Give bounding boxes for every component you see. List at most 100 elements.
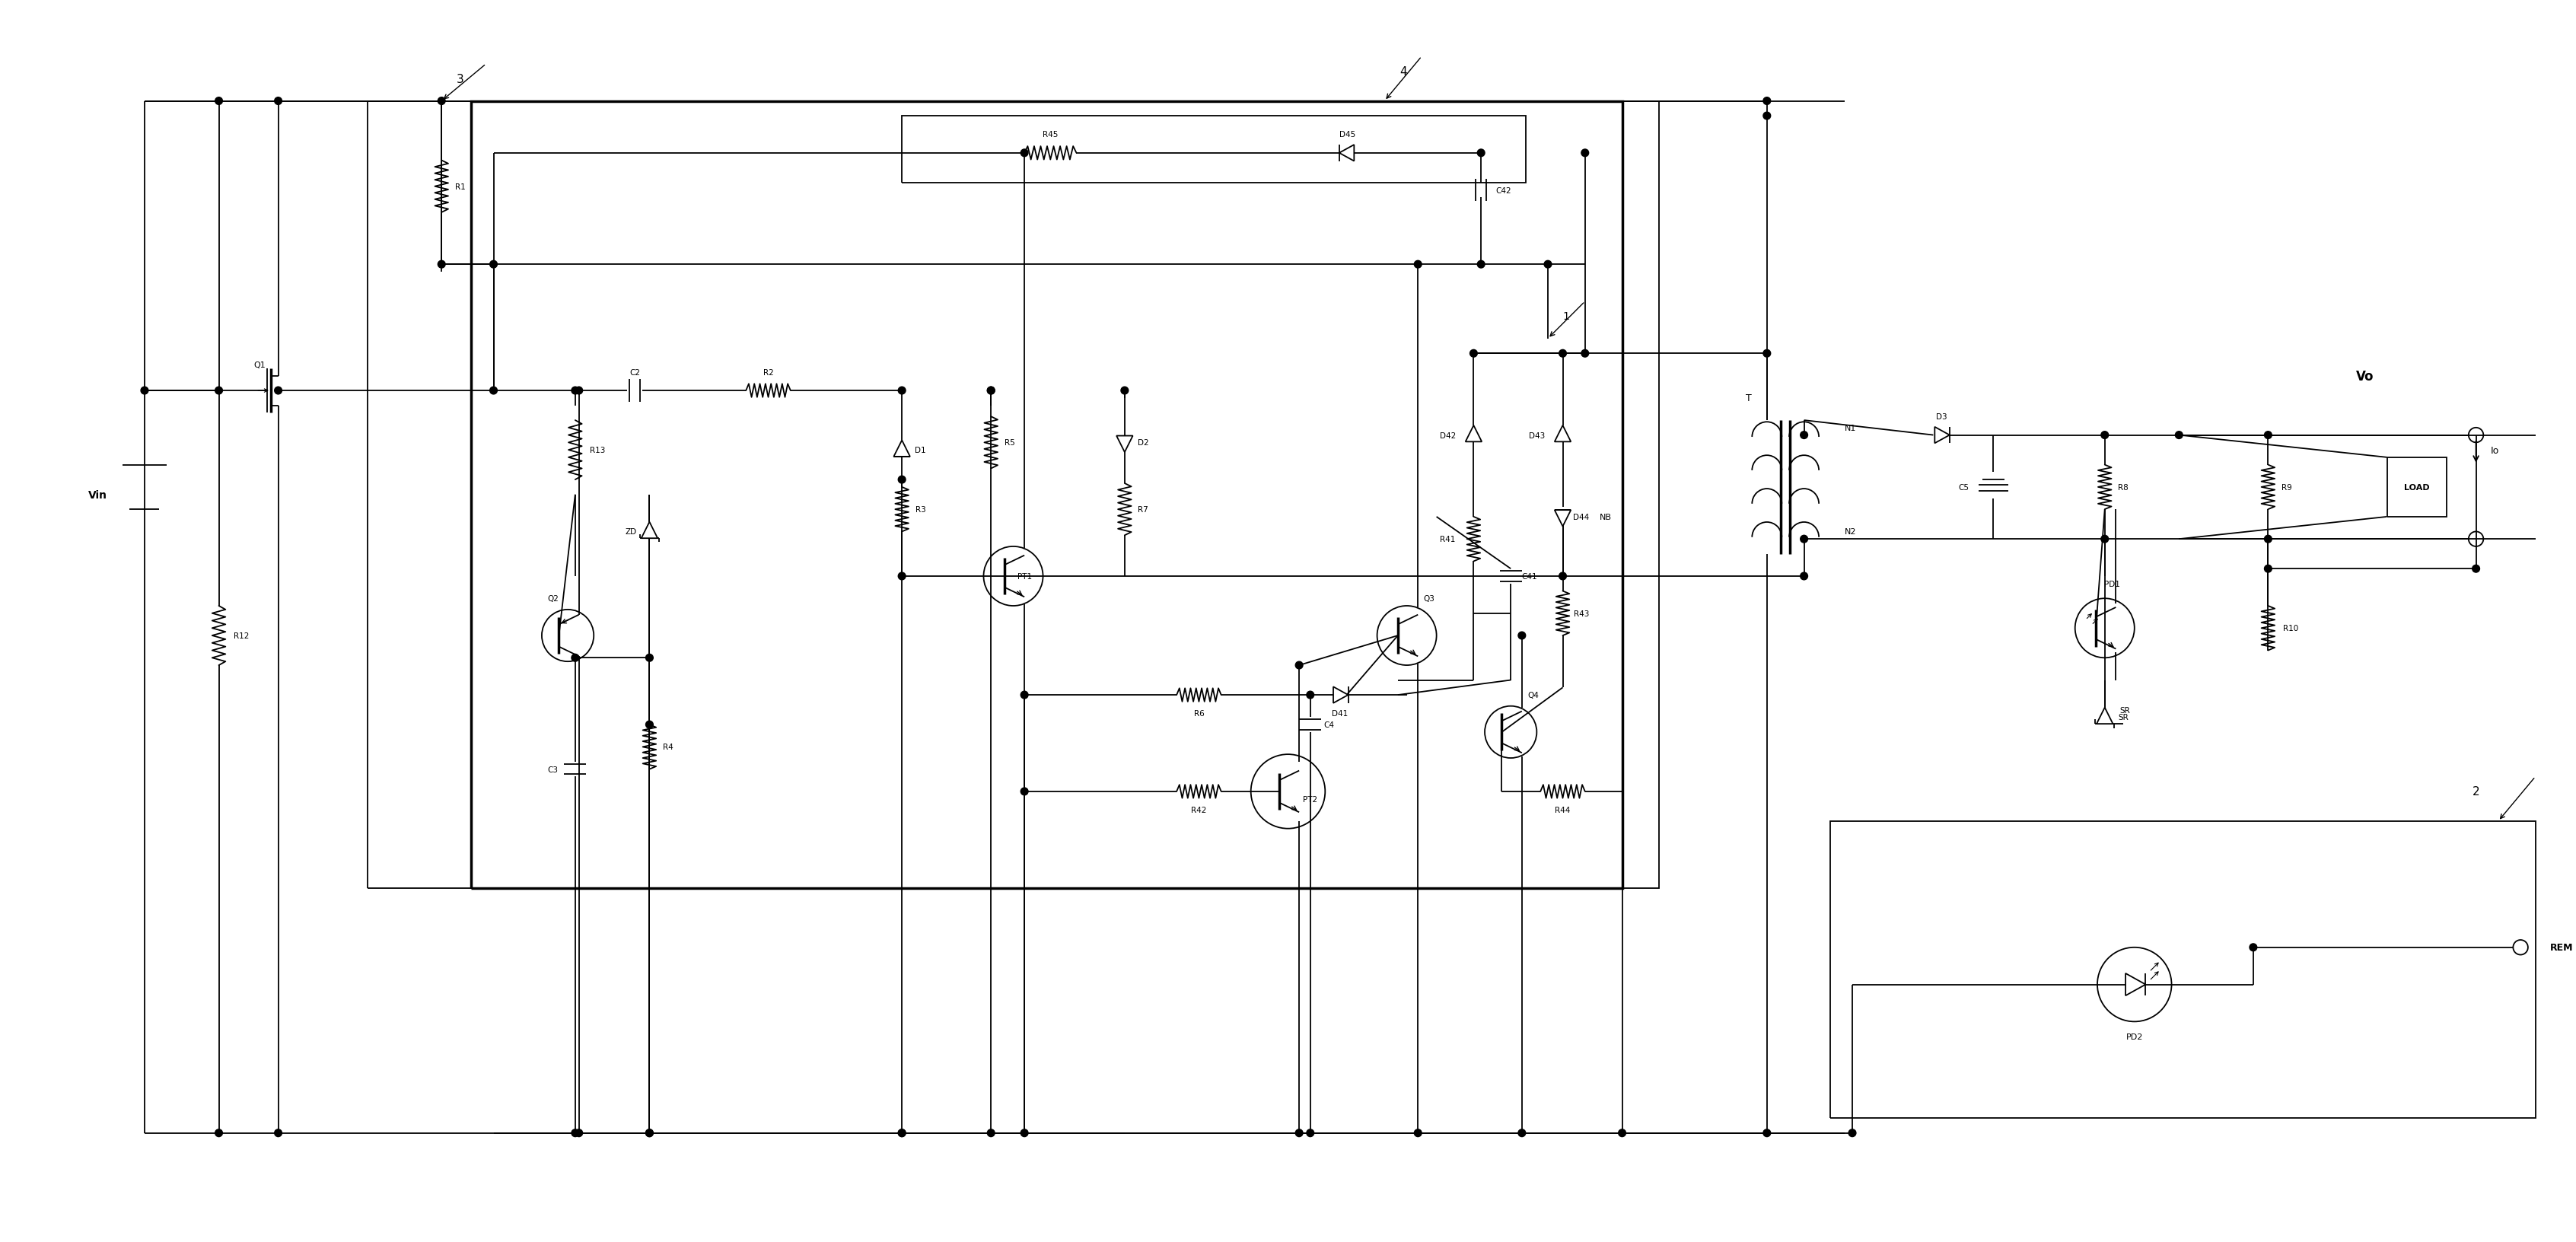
Polygon shape [894, 441, 909, 457]
Text: R41: R41 [1440, 535, 1455, 543]
Text: R12: R12 [234, 632, 250, 640]
Polygon shape [1340, 145, 1355, 161]
Circle shape [2102, 535, 2107, 543]
Circle shape [2249, 944, 2257, 951]
Circle shape [1414, 261, 1422, 268]
Circle shape [647, 722, 654, 729]
Circle shape [899, 388, 907, 395]
Text: R45: R45 [1043, 132, 1059, 139]
Circle shape [1558, 573, 1566, 580]
Text: Q1: Q1 [252, 361, 265, 369]
Circle shape [438, 98, 446, 106]
Circle shape [2102, 432, 2107, 440]
Circle shape [987, 1129, 994, 1136]
Circle shape [142, 388, 149, 395]
Circle shape [216, 388, 222, 395]
Text: Q4: Q4 [1528, 692, 1538, 699]
Circle shape [572, 1129, 580, 1136]
Polygon shape [1935, 427, 1950, 443]
Text: LOAD: LOAD [2403, 483, 2429, 492]
Polygon shape [641, 523, 657, 539]
Circle shape [2264, 432, 2272, 440]
Text: R6: R6 [1193, 710, 1203, 718]
Circle shape [899, 476, 907, 483]
Text: D1: D1 [914, 447, 925, 455]
Text: D45: D45 [1340, 132, 1355, 139]
Circle shape [1850, 1129, 1855, 1136]
Text: R9: R9 [2282, 483, 2293, 492]
Text: R1: R1 [456, 183, 466, 191]
Text: C5: C5 [1958, 483, 1968, 492]
Text: D41: D41 [1332, 710, 1347, 718]
Text: N2: N2 [1844, 528, 1857, 535]
Text: Q3: Q3 [1425, 595, 1435, 602]
Polygon shape [1115, 436, 1133, 452]
Text: PT1: PT1 [1018, 573, 1033, 580]
Text: Vin: Vin [88, 489, 108, 501]
Text: D43: D43 [1528, 432, 1546, 440]
Text: D42: D42 [1440, 432, 1455, 440]
Circle shape [574, 388, 582, 395]
Text: R3: R3 [914, 505, 925, 513]
Circle shape [987, 388, 994, 395]
Circle shape [1020, 787, 1028, 795]
Circle shape [438, 261, 446, 268]
Circle shape [899, 1129, 907, 1136]
Circle shape [2264, 535, 2272, 543]
Polygon shape [1553, 510, 1571, 527]
Text: D2: D2 [1139, 440, 1149, 447]
Text: PD2: PD2 [2125, 1033, 2143, 1041]
Text: Q2: Q2 [546, 595, 559, 602]
Circle shape [1762, 98, 1770, 106]
Text: REM: REM [2550, 943, 2573, 953]
Circle shape [1801, 573, 1808, 580]
Circle shape [276, 388, 281, 395]
Circle shape [1296, 662, 1303, 669]
Text: C3: C3 [549, 765, 559, 774]
Polygon shape [1466, 426, 1481, 442]
Text: C42: C42 [1497, 186, 1512, 195]
Text: D44: D44 [1574, 513, 1589, 520]
Text: 1: 1 [1564, 312, 1569, 322]
Circle shape [1582, 150, 1589, 158]
Circle shape [1762, 1129, 1770, 1136]
Circle shape [1471, 350, 1479, 358]
Circle shape [1121, 388, 1128, 395]
Polygon shape [2097, 708, 2112, 724]
Text: 2: 2 [2473, 786, 2481, 797]
Circle shape [216, 98, 222, 106]
Circle shape [1479, 261, 1484, 268]
Text: NB: NB [1600, 513, 1613, 520]
Text: R44: R44 [1556, 806, 1571, 814]
Text: R43: R43 [1574, 610, 1589, 617]
Text: Io: Io [2491, 446, 2499, 456]
Text: R42: R42 [1190, 806, 1206, 814]
Text: R5: R5 [1005, 440, 1015, 447]
Text: N1: N1 [1844, 425, 1857, 432]
Text: PT2: PT2 [1303, 795, 1316, 802]
Circle shape [2473, 565, 2481, 573]
Circle shape [572, 655, 580, 662]
Circle shape [647, 655, 654, 662]
Text: T: T [1747, 394, 1752, 404]
Circle shape [216, 1129, 222, 1136]
Text: 4: 4 [1399, 66, 1406, 77]
Circle shape [899, 573, 907, 580]
Text: R8: R8 [2117, 483, 2128, 492]
Polygon shape [2125, 974, 2146, 996]
Text: SR: SR [2117, 714, 2128, 722]
Circle shape [276, 98, 281, 106]
Text: 3: 3 [456, 73, 464, 84]
Circle shape [1020, 692, 1028, 699]
Circle shape [1517, 632, 1525, 640]
Circle shape [489, 261, 497, 268]
Circle shape [899, 1129, 907, 1136]
Circle shape [1762, 113, 1770, 120]
Text: R4: R4 [662, 744, 672, 751]
Text: SR: SR [2120, 707, 2130, 714]
Circle shape [572, 388, 580, 395]
Circle shape [987, 388, 994, 395]
Text: R7: R7 [1139, 505, 1149, 513]
Circle shape [1801, 432, 1808, 440]
Text: D3: D3 [1935, 414, 1947, 421]
